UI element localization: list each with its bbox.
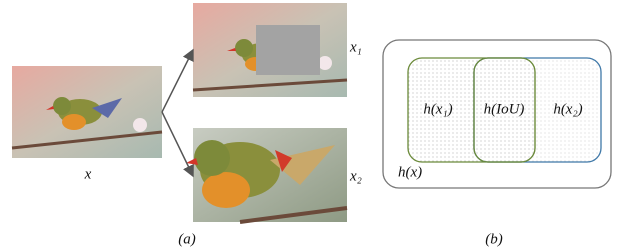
caption-a: (a)	[178, 231, 196, 247]
region-x1-label: h(x₁)	[423, 101, 452, 117]
input-image	[12, 66, 162, 158]
arrow	[162, 50, 193, 112]
view2-image	[186, 128, 347, 222]
view2-label: x₂	[349, 168, 362, 184]
region-x2-label: h(x₂)	[553, 101, 582, 117]
arrow	[162, 112, 193, 176]
view1-label: x₁	[349, 39, 362, 55]
caption-b: (b)	[485, 231, 503, 247]
figure: x x₁ x₂ (a) h(x₁) h(IoU) h(x₂) h(x) (b)	[0, 0, 622, 250]
view1-image	[193, 3, 347, 97]
input-label: x	[84, 166, 92, 182]
outer-label: h(x)	[398, 164, 422, 180]
region-iou-label: h(IoU)	[484, 101, 525, 117]
